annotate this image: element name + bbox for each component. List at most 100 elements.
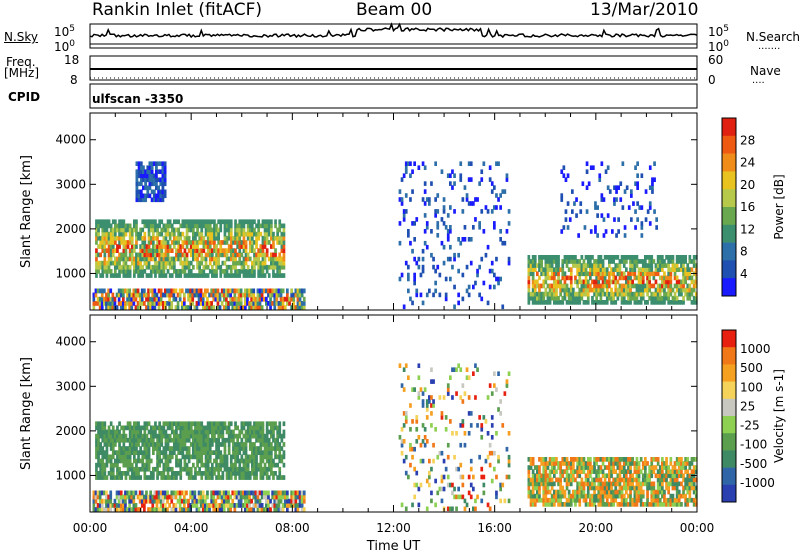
power-cell [597, 271, 601, 277]
power-cell [111, 227, 115, 233]
power-cell [212, 288, 216, 294]
velocity-cell [593, 502, 596, 507]
power-cell [170, 264, 174, 270]
power-cell [221, 269, 225, 274]
velocity-cell [658, 465, 662, 470]
velocity-cell [145, 433, 149, 439]
power-cell [282, 248, 286, 253]
velocity-cell [507, 454, 511, 460]
power-cell [550, 283, 554, 289]
velocity-cell [432, 442, 435, 448]
velocity-cell [185, 450, 189, 455]
velocity-cell [234, 471, 237, 476]
power-cell [187, 269, 191, 274]
power-cell [618, 275, 622, 281]
velocity-cell [453, 486, 456, 492]
velocity-cell [240, 454, 244, 460]
velocity-cell [141, 450, 145, 455]
velocity-cell [204, 462, 208, 468]
velocity-cell [187, 503, 190, 508]
power-cell [290, 296, 293, 302]
velocity-cell [159, 503, 163, 508]
power-cell [610, 255, 613, 260]
velocity-cell [546, 473, 550, 479]
power-cell [273, 301, 277, 306]
velocity-cell [531, 493, 535, 499]
velocity-cell [158, 421, 161, 427]
velocity-cell [442, 474, 446, 480]
nsearch-bottom-tick: 100 [708, 39, 730, 54]
power-cell [258, 288, 262, 294]
velocity-cell [265, 466, 269, 472]
velocity-cell [170, 490, 174, 496]
velocity-cell [550, 502, 554, 507]
power-cell [246, 296, 249, 302]
velocity-cell [95, 462, 98, 468]
power-cell [650, 263, 654, 268]
power-cell [610, 259, 613, 264]
power-cell [619, 197, 623, 202]
power-cell [472, 284, 475, 290]
power-cell [692, 300, 696, 305]
velocity-cell [114, 433, 117, 439]
velocity-cell [614, 489, 618, 495]
velocity-cell [409, 446, 412, 452]
velocity-cell [593, 477, 596, 483]
velocity-cell [658, 502, 662, 507]
velocity-cell [208, 475, 212, 480]
power-cell [272, 244, 275, 249]
velocity-cell [246, 437, 250, 443]
power-cell [111, 248, 115, 253]
power-cell [603, 275, 607, 281]
power-cell [206, 244, 210, 249]
power-cell [237, 292, 241, 298]
velocity-cell [451, 482, 454, 488]
power-cell [571, 209, 574, 214]
velocity-cell [98, 507, 102, 512]
power-cell [157, 193, 160, 199]
power-cell [232, 260, 235, 266]
power-cell [527, 275, 531, 281]
power-cell [641, 263, 645, 268]
velocity-cell [145, 421, 149, 427]
power-cell [240, 231, 244, 237]
velocity-cell [274, 437, 277, 443]
velocity-cell [273, 503, 277, 508]
power-cell [216, 301, 220, 306]
power-cell [204, 305, 207, 310]
velocity-cell [629, 457, 632, 462]
velocity-cell [192, 462, 195, 468]
velocity-cell [650, 469, 654, 474]
power-cell [553, 255, 556, 260]
velocity-cell [239, 490, 243, 496]
power-cell [105, 296, 108, 302]
power-cell [576, 263, 579, 268]
power-cell [599, 300, 603, 305]
power-cell [280, 240, 284, 245]
power-cell [580, 283, 584, 289]
velocity-cell [208, 425, 212, 431]
power-cell [274, 264, 277, 270]
velocity-cell [166, 442, 170, 447]
power-cell [613, 185, 616, 190]
velocity-cell [272, 437, 275, 443]
velocity-cell [629, 477, 632, 483]
velocity-cell [166, 471, 170, 476]
power-cell [225, 219, 229, 225]
power-cell [542, 291, 546, 297]
velocity-cell [143, 507, 146, 512]
power-cell [656, 287, 660, 293]
power-cell [192, 219, 195, 225]
velocity-cell [644, 469, 647, 474]
velocity-cell [675, 469, 679, 474]
power-cell [179, 235, 183, 241]
velocity-cell [124, 490, 127, 496]
power-cell [673, 275, 677, 281]
velocity-cell [665, 469, 668, 474]
velocity-cell [432, 399, 435, 404]
power-cell [133, 256, 136, 262]
velocity-cell [206, 437, 210, 443]
power-cell [143, 219, 147, 225]
power-cell [135, 219, 138, 225]
power-cell [222, 296, 226, 302]
